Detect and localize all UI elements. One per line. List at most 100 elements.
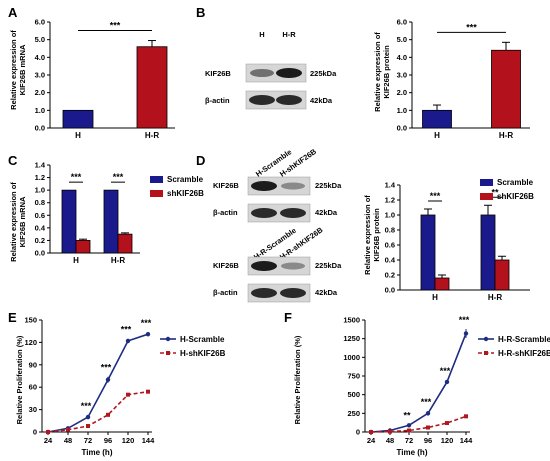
x-tick-label: 120 bbox=[122, 436, 135, 445]
y-tick-label: 0 bbox=[356, 428, 360, 437]
x-tick-label: H-R bbox=[145, 131, 159, 140]
x-tick-label: H bbox=[73, 256, 79, 265]
blot-kda-label: 42kDa bbox=[315, 208, 338, 217]
blot-lane-label: H bbox=[259, 30, 264, 39]
y-tick-label: 0.2 bbox=[35, 236, 45, 245]
data-point bbox=[126, 392, 130, 397]
panel-label-e: E bbox=[8, 310, 17, 325]
x-tick-label: H-R bbox=[488, 293, 502, 302]
x-tick-label: H bbox=[434, 131, 440, 140]
x-tick-label: H bbox=[75, 131, 81, 140]
blot-row-label: β-actin bbox=[205, 96, 230, 105]
bar bbox=[434, 277, 450, 291]
svg-text:Relative expression of: Relative expression of bbox=[9, 30, 18, 110]
svg-text:KIF26B protein: KIF26B protein bbox=[372, 208, 381, 262]
significance-label: *** bbox=[113, 172, 124, 182]
svg-text:Relative Proliferation (%): Relative Proliferation (%) bbox=[15, 335, 24, 424]
series-line bbox=[370, 415, 467, 433]
x-tick-label: 120 bbox=[441, 436, 454, 445]
x-tick-label: 72 bbox=[84, 436, 92, 445]
data-point bbox=[463, 331, 469, 336]
significance-label: *** bbox=[459, 315, 470, 325]
data-point bbox=[105, 377, 111, 382]
x-tick-label: H-R bbox=[111, 256, 125, 265]
blot-kda-label: 225kDa bbox=[310, 69, 337, 78]
data-point bbox=[406, 423, 412, 428]
y-tick-label: 1.2 bbox=[385, 196, 395, 205]
y-tick-label: 1250 bbox=[343, 334, 360, 343]
data-point bbox=[66, 427, 70, 432]
data-point bbox=[145, 331, 151, 337]
y-tick-label: 0.0 bbox=[397, 124, 407, 133]
y-tick-label: 500 bbox=[347, 390, 360, 399]
bar bbox=[422, 109, 452, 129]
legend-marker bbox=[484, 351, 488, 355]
blot-lane-label: H-R-Scramble bbox=[252, 226, 298, 262]
significance-label: *** bbox=[71, 172, 82, 182]
charts-layer: 0.0 1.0 2.0 3.0 4.0 5.0 6.0 H H-R *** 0.0 1.0 2.0 3.0… bbox=[24, 18, 550, 446]
y-tick-label: 0.4 bbox=[35, 223, 46, 232]
significance-label: *** bbox=[101, 363, 112, 373]
x-tick-label: 24 bbox=[44, 436, 53, 445]
y-tick-label: 250 bbox=[347, 409, 360, 418]
data-point bbox=[86, 424, 90, 429]
y-tick-label: 30 bbox=[29, 405, 37, 414]
x-tick-label: 96 bbox=[104, 436, 112, 445]
western-blot-d-h: H-Scramble H-shKIF26B KIF26B β-actin 225… bbox=[213, 147, 342, 223]
y-tick-label: 0 bbox=[33, 428, 37, 437]
x-tick-label: 144 bbox=[460, 436, 473, 445]
legend-swatch bbox=[150, 190, 163, 197]
data-point bbox=[388, 429, 392, 434]
bar bbox=[480, 214, 496, 291]
data-point bbox=[407, 428, 411, 433]
data-point bbox=[46, 430, 50, 434]
y-tick-label: 1.0 bbox=[397, 106, 407, 115]
axis-label-d: Relative expression of KIF26B protein bbox=[363, 195, 381, 275]
blot-row-label: KIF26B bbox=[213, 261, 239, 270]
axis-label-c: Relative expression of KIF26B mRNA bbox=[9, 182, 27, 262]
bar bbox=[103, 189, 119, 254]
y-tick-label: 1.4 bbox=[385, 181, 396, 190]
x-tick-label: H-R bbox=[499, 131, 513, 140]
panel-label-f: F bbox=[284, 310, 292, 325]
y-tick-label: 5.0 bbox=[397, 35, 407, 44]
y-tick-label: 120 bbox=[24, 338, 37, 347]
series-line bbox=[47, 333, 149, 433]
svg-text:Relative Proliferation (%): Relative Proliferation (%) bbox=[293, 335, 302, 424]
y-tick-label: 0.2 bbox=[385, 271, 395, 280]
legend-label: shKIF26B bbox=[497, 192, 534, 201]
significance-label: *** bbox=[466, 22, 477, 32]
blot-row-label: β-actin bbox=[213, 208, 238, 217]
western-blot-b: H H-R KIF26B β-actin 225kDa 42kDa bbox=[205, 30, 337, 110]
panel-label-a: A bbox=[8, 5, 18, 20]
svg-text:KIF26B protein: KIF26B protein bbox=[382, 45, 391, 99]
data-point bbox=[464, 414, 468, 419]
data-point bbox=[369, 430, 373, 434]
significance-label: *** bbox=[110, 21, 121, 31]
bar bbox=[62, 109, 94, 129]
blot-kda-label: 225kDa bbox=[315, 181, 342, 190]
legend-label: Scramble bbox=[497, 178, 534, 187]
x-axis-title-e: Time (h) bbox=[82, 448, 113, 457]
x-tick-label: 48 bbox=[386, 436, 394, 445]
bar bbox=[136, 46, 168, 129]
svg-text:KIF26B mRNA: KIF26B mRNA bbox=[18, 44, 27, 95]
y-tick-label: 1000 bbox=[343, 353, 360, 362]
y-tick-label: 2.0 bbox=[35, 88, 45, 97]
blot-row-label: KIF26B bbox=[205, 69, 231, 78]
blot-kda-label: 42kDa bbox=[310, 96, 333, 105]
blot-kda-label: 42kDa bbox=[315, 288, 338, 297]
significance-label: *** bbox=[440, 366, 451, 376]
axis-label-f: Relative Proliferation (%) bbox=[293, 335, 302, 424]
significance-label: *** bbox=[81, 401, 92, 411]
y-tick-label: 0.8 bbox=[385, 226, 395, 235]
significance-label: *** bbox=[121, 325, 132, 335]
y-tick-label: 150 bbox=[24, 316, 37, 325]
legend-marker bbox=[166, 351, 170, 355]
axis-label-e: Relative Proliferation (%) bbox=[15, 335, 24, 424]
blot-lane-label: H-R bbox=[282, 30, 296, 39]
significance-label: ** bbox=[403, 411, 411, 421]
y-tick-label: 60 bbox=[29, 383, 37, 392]
svg-text:KIF26B mRNA: KIF26B mRNA bbox=[18, 196, 27, 247]
